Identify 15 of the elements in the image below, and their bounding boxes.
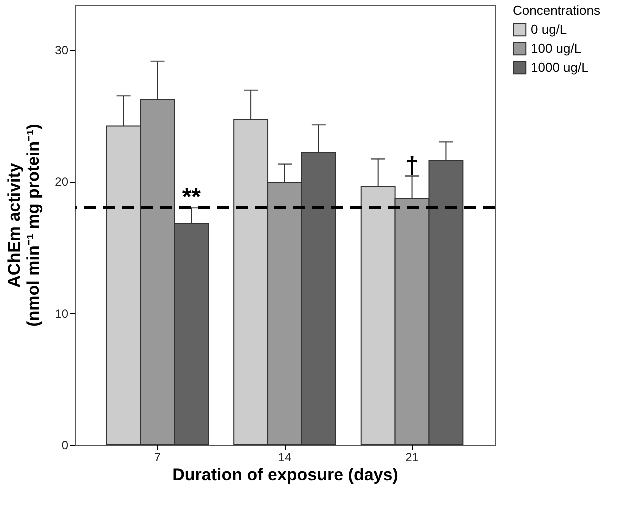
annotation: † — [406, 152, 419, 180]
x-tick-label: 7 — [154, 450, 162, 464]
legend-label: 0 ug/L — [531, 22, 568, 37]
y-tick-label: 10 — [55, 306, 69, 321]
x-axis-title: Duration of exposure (days) — [172, 466, 398, 484]
y-tick-label: 20 — [55, 175, 69, 190]
legend-label: 100 ug/L — [531, 41, 582, 56]
legend-label: 1000 ug/L — [531, 60, 589, 75]
annotation: ** — [182, 184, 202, 211]
y-axis-title: AChEm activity (nmol min⁻¹ mg protein⁻¹) — [5, 124, 44, 327]
y-tick-label: 30 — [55, 43, 69, 58]
x-tick-label: 21 — [406, 450, 420, 464]
x-tick-label: 14 — [278, 450, 292, 464]
y-tick-label: 0 — [62, 438, 69, 452]
legend-title: Concentrations — [513, 3, 601, 18]
